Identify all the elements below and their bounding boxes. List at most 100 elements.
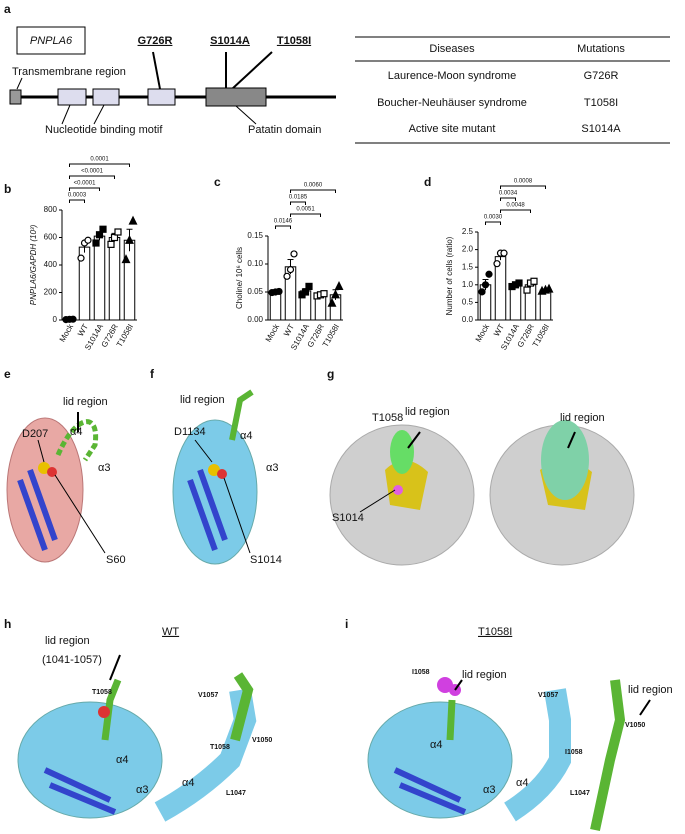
y-tick-label: 400	[44, 260, 58, 269]
structure-label: T1058	[372, 412, 403, 424]
table-cell: T1058I	[584, 97, 618, 109]
structure-label: α4	[182, 777, 194, 789]
y-tick-label: 0	[53, 315, 58, 324]
structure-label: α3	[483, 784, 495, 796]
structure-label: L1047	[226, 790, 246, 797]
y-axis-label: PNPLA6/GAPDH (10³)	[29, 224, 38, 305]
data-point	[275, 287, 283, 296]
structure-label: L1047	[570, 790, 590, 797]
x-tick-label: WT	[492, 322, 506, 337]
p-value: 0.0003	[68, 193, 87, 199]
structure-label: α3	[266, 462, 278, 474]
significance-bracket	[485, 221, 501, 225]
structure-label: D207	[22, 428, 48, 440]
y-tick-label: 0.0	[462, 315, 474, 324]
structure-label: I1058	[412, 669, 430, 676]
significance-bracket	[290, 213, 321, 217]
y-tick-label: 1.0	[462, 280, 474, 289]
p-value: <0.0001	[74, 181, 97, 187]
structure-label: I1058	[565, 749, 583, 756]
structure-label: T1058	[92, 689, 112, 696]
y-tick-label: 0.00	[247, 315, 263, 324]
data-point	[515, 279, 523, 287]
data-point	[107, 240, 115, 248]
data-point	[125, 234, 134, 244]
structure-label: T1058	[210, 744, 230, 751]
y-tick-label: 2.0	[462, 245, 474, 254]
panel-label: d	[424, 175, 431, 189]
p-value: 0.0034	[499, 191, 518, 197]
p-value: 0.0048	[506, 203, 525, 209]
y-tick-label: 0.10	[247, 259, 263, 268]
mutation-label: S1014A	[210, 35, 250, 47]
table-cell: S1014A	[581, 123, 621, 135]
data-point	[77, 254, 85, 262]
data-point	[283, 272, 291, 280]
data-point	[305, 282, 313, 290]
table-cell: Boucher-Neuhäuser syndrome	[377, 97, 527, 109]
y-tick-label: 200	[44, 288, 58, 297]
significance-bracket	[500, 197, 516, 201]
bar	[93, 235, 106, 321]
structure-label: D1134	[174, 426, 206, 438]
structure-label: S1014	[332, 512, 364, 524]
structure-label: V1050	[625, 722, 645, 729]
structure-label: α3	[136, 784, 148, 796]
panel-label: e	[4, 367, 11, 381]
structure-label: lid region	[628, 684, 673, 696]
gene-box	[16, 26, 86, 55]
panel-label: h	[4, 617, 11, 631]
data-point	[334, 281, 344, 290]
region-label: Transmembrane region	[12, 66, 126, 78]
structure-label: V1057	[198, 692, 218, 699]
structure-label: α4	[116, 754, 128, 766]
p-value: 0.0146	[274, 219, 293, 225]
data-point	[286, 266, 295, 274]
data-point	[523, 286, 531, 294]
y-tick-label: 0.05	[247, 287, 263, 296]
significance-bracket	[500, 209, 531, 213]
structure-label: lid region	[45, 635, 90, 647]
data-point	[485, 270, 493, 278]
p-value: 0.0008	[514, 179, 533, 185]
x-tick-label: WT	[282, 322, 296, 337]
bar	[123, 239, 136, 321]
region-label: Patatin domain	[248, 124, 321, 136]
data-point	[327, 297, 337, 307]
mutation-label: G726R	[138, 35, 173, 47]
table-header: Mutations	[577, 43, 625, 55]
structure-image	[367, 677, 651, 832]
table-cell: Laurence-Moon syndrome	[388, 70, 516, 82]
data-point	[500, 249, 508, 257]
significance-bracket	[290, 201, 306, 205]
data-point	[478, 288, 486, 296]
structure-label: lid region	[180, 394, 225, 406]
data-point	[128, 215, 138, 225]
gene-name: PNPLA6	[30, 35, 73, 47]
bar	[108, 237, 121, 321]
structure-label: α4	[240, 430, 252, 442]
gene-diagram	[9, 51, 336, 125]
structure-label: α3	[98, 462, 110, 474]
structure-label: WT	[162, 626, 179, 638]
structure-image	[329, 420, 635, 566]
data-point	[99, 225, 107, 233]
structure-label: α4	[70, 426, 82, 438]
mutation-label: T1058I	[277, 35, 311, 47]
y-axis-label: Number of cells (ratio)	[445, 236, 454, 315]
significance-bracket	[500, 185, 546, 189]
data-point	[331, 289, 340, 299]
structure-image	[6, 412, 106, 563]
data-point	[84, 236, 92, 244]
structure-label: V1050	[252, 737, 272, 744]
data-point	[69, 315, 77, 323]
structure-label: lid region	[405, 406, 450, 418]
significance-bracket	[275, 225, 291, 229]
panel-label: b	[4, 182, 11, 196]
x-tick-label: WT	[76, 322, 90, 337]
data-point	[114, 228, 122, 236]
panel-label: f	[150, 367, 155, 381]
structure-label: α4	[430, 739, 442, 751]
table: Diseases Mutations Laurence-Moon syndrom…	[355, 36, 670, 144]
